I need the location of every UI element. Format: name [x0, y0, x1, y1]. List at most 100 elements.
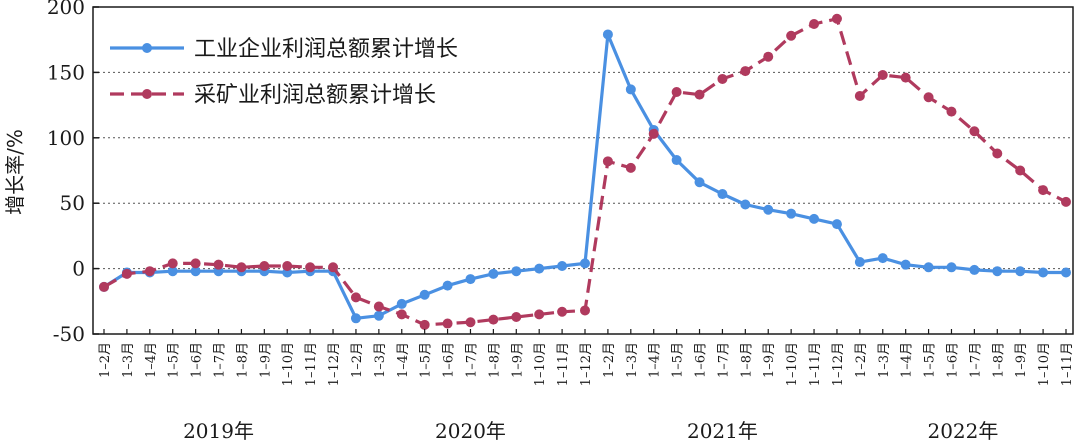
series-2-point — [488, 314, 499, 325]
series-1-point — [465, 274, 476, 285]
year-label: 2021年 — [687, 419, 758, 443]
x-tick-label: 1–4月 — [396, 342, 411, 378]
series-2-point — [534, 309, 545, 320]
series-2-point — [305, 262, 316, 273]
x-tick-label: 1–12月 — [831, 342, 846, 386]
x-tick-label: 1–11月 — [808, 342, 823, 386]
series-2-point — [419, 319, 430, 330]
series-line-1 — [103, 32, 1066, 320]
legend-label: 工业企业利润总额累计增长 — [194, 37, 458, 62]
series-1-point — [396, 298, 407, 309]
x-tick-label: 1–7月 — [464, 342, 479, 378]
series-2-point — [282, 260, 293, 271]
series-2-point — [236, 262, 247, 273]
x-tick-label: 1–10月 — [1037, 342, 1052, 386]
x-tick-label: 1–3月 — [877, 342, 892, 378]
series-2-point — [557, 306, 568, 317]
series-1-point — [167, 266, 178, 277]
x-tick-label: 1–9月 — [510, 342, 525, 378]
series-2-point — [900, 72, 911, 83]
x-tick-label: 1–11月 — [556, 342, 571, 386]
series-line-2 — [103, 17, 1067, 327]
x-tick-label: 1–3月 — [121, 342, 136, 378]
y-tick-label: 150 — [47, 60, 85, 84]
y-tick-label: 0 — [72, 257, 85, 281]
series-2-point — [328, 262, 339, 273]
series-2-point — [671, 87, 682, 98]
series-1-point — [831, 219, 842, 230]
series-1-point — [1061, 267, 1071, 278]
series-2-point — [992, 148, 1003, 159]
x-tick-label: 1–6月 — [945, 342, 960, 378]
series-2-point — [923, 92, 934, 103]
series-2-point — [831, 13, 842, 24]
x-tick-label: 1–4月 — [900, 342, 915, 378]
series-2-point — [396, 309, 407, 320]
series-2-point — [763, 51, 774, 62]
x-tick-label: 1–5月 — [167, 342, 182, 378]
y-axis: -50 0 50 100 150 200 — [47, 0, 99, 346]
grid-lines — [93, 71, 1073, 270]
x-tick-label: 1–7月 — [716, 342, 731, 378]
x-tick-label: 1–9月 — [1014, 342, 1029, 378]
series-1-point — [488, 268, 499, 279]
series-1-point — [190, 266, 201, 277]
series-1-point — [419, 289, 430, 300]
series-1-point — [877, 253, 888, 264]
series-2-point — [350, 292, 361, 303]
series-2-point — [740, 66, 751, 77]
series-layer — [99, 13, 1071, 330]
series-1-point — [740, 199, 751, 210]
series-2-point — [625, 162, 636, 173]
x-tick-label: 1–6月 — [694, 342, 709, 378]
series-2-point — [786, 30, 797, 41]
x-tick-label: 1–8月 — [991, 342, 1006, 378]
x-tick-label: 1–8月 — [739, 342, 754, 378]
series-1-point — [625, 84, 636, 95]
x-tick-label: 1–5月 — [671, 342, 686, 378]
x-tick-label: 1–10月 — [281, 342, 296, 386]
series-2-point — [602, 156, 613, 167]
series-1-point — [350, 313, 361, 324]
series-1-point — [786, 208, 797, 219]
series-2-point — [1015, 165, 1026, 176]
year-label: 2020年 — [435, 419, 506, 443]
x-tick-label: 1–10月 — [533, 342, 548, 386]
series-2-point — [511, 311, 522, 322]
x-tick-label: 1–4月 — [648, 342, 663, 378]
x-tick-label: 1–3月 — [373, 342, 388, 378]
series-1-point — [1038, 267, 1049, 278]
series-1-point — [534, 263, 545, 274]
legend-label: 采矿业利润总额累计增长 — [194, 83, 436, 108]
y-tick-label: 50 — [60, 191, 85, 215]
series-2-point — [190, 258, 201, 269]
x-tick-label: 1–6月 — [190, 342, 205, 378]
series-1-point — [809, 213, 820, 224]
series-1-point — [671, 155, 682, 166]
y-axis-label: 增长率/% — [3, 129, 27, 215]
series-1-point — [511, 266, 522, 277]
series-2-point — [946, 106, 957, 117]
x-tick-label: 1–2月 — [602, 342, 617, 378]
series-2-point — [144, 266, 155, 277]
series-1-point — [442, 280, 453, 291]
series-2-point — [809, 19, 820, 30]
series-1-point — [763, 204, 774, 215]
series-1-point — [557, 260, 568, 271]
series-2-point — [442, 318, 453, 329]
x-tick-label: 1–4月 — [144, 342, 159, 378]
series-2-point — [717, 73, 728, 84]
series-2-point — [99, 281, 109, 292]
x-tick-label: 1–12月 — [579, 342, 594, 386]
series-2-point — [1038, 185, 1049, 196]
x-tick-label: 1–2月 — [98, 342, 113, 378]
series-1-point — [1015, 266, 1026, 277]
x-tick-label: 1–5月 — [419, 342, 434, 378]
x-tick-label: 1–2月 — [854, 342, 869, 378]
x-tick-label: 1–11月 — [1060, 342, 1075, 386]
x-tick-label: 1–2月 — [350, 342, 365, 378]
series-2-point — [465, 317, 476, 328]
x-axis: 1–2月 1–3月 1–4月 1–5月 1–6月 1–7月 1–8月 1–9月 1–10月 1–1… — [98, 329, 1075, 443]
series-1-point — [923, 262, 934, 273]
